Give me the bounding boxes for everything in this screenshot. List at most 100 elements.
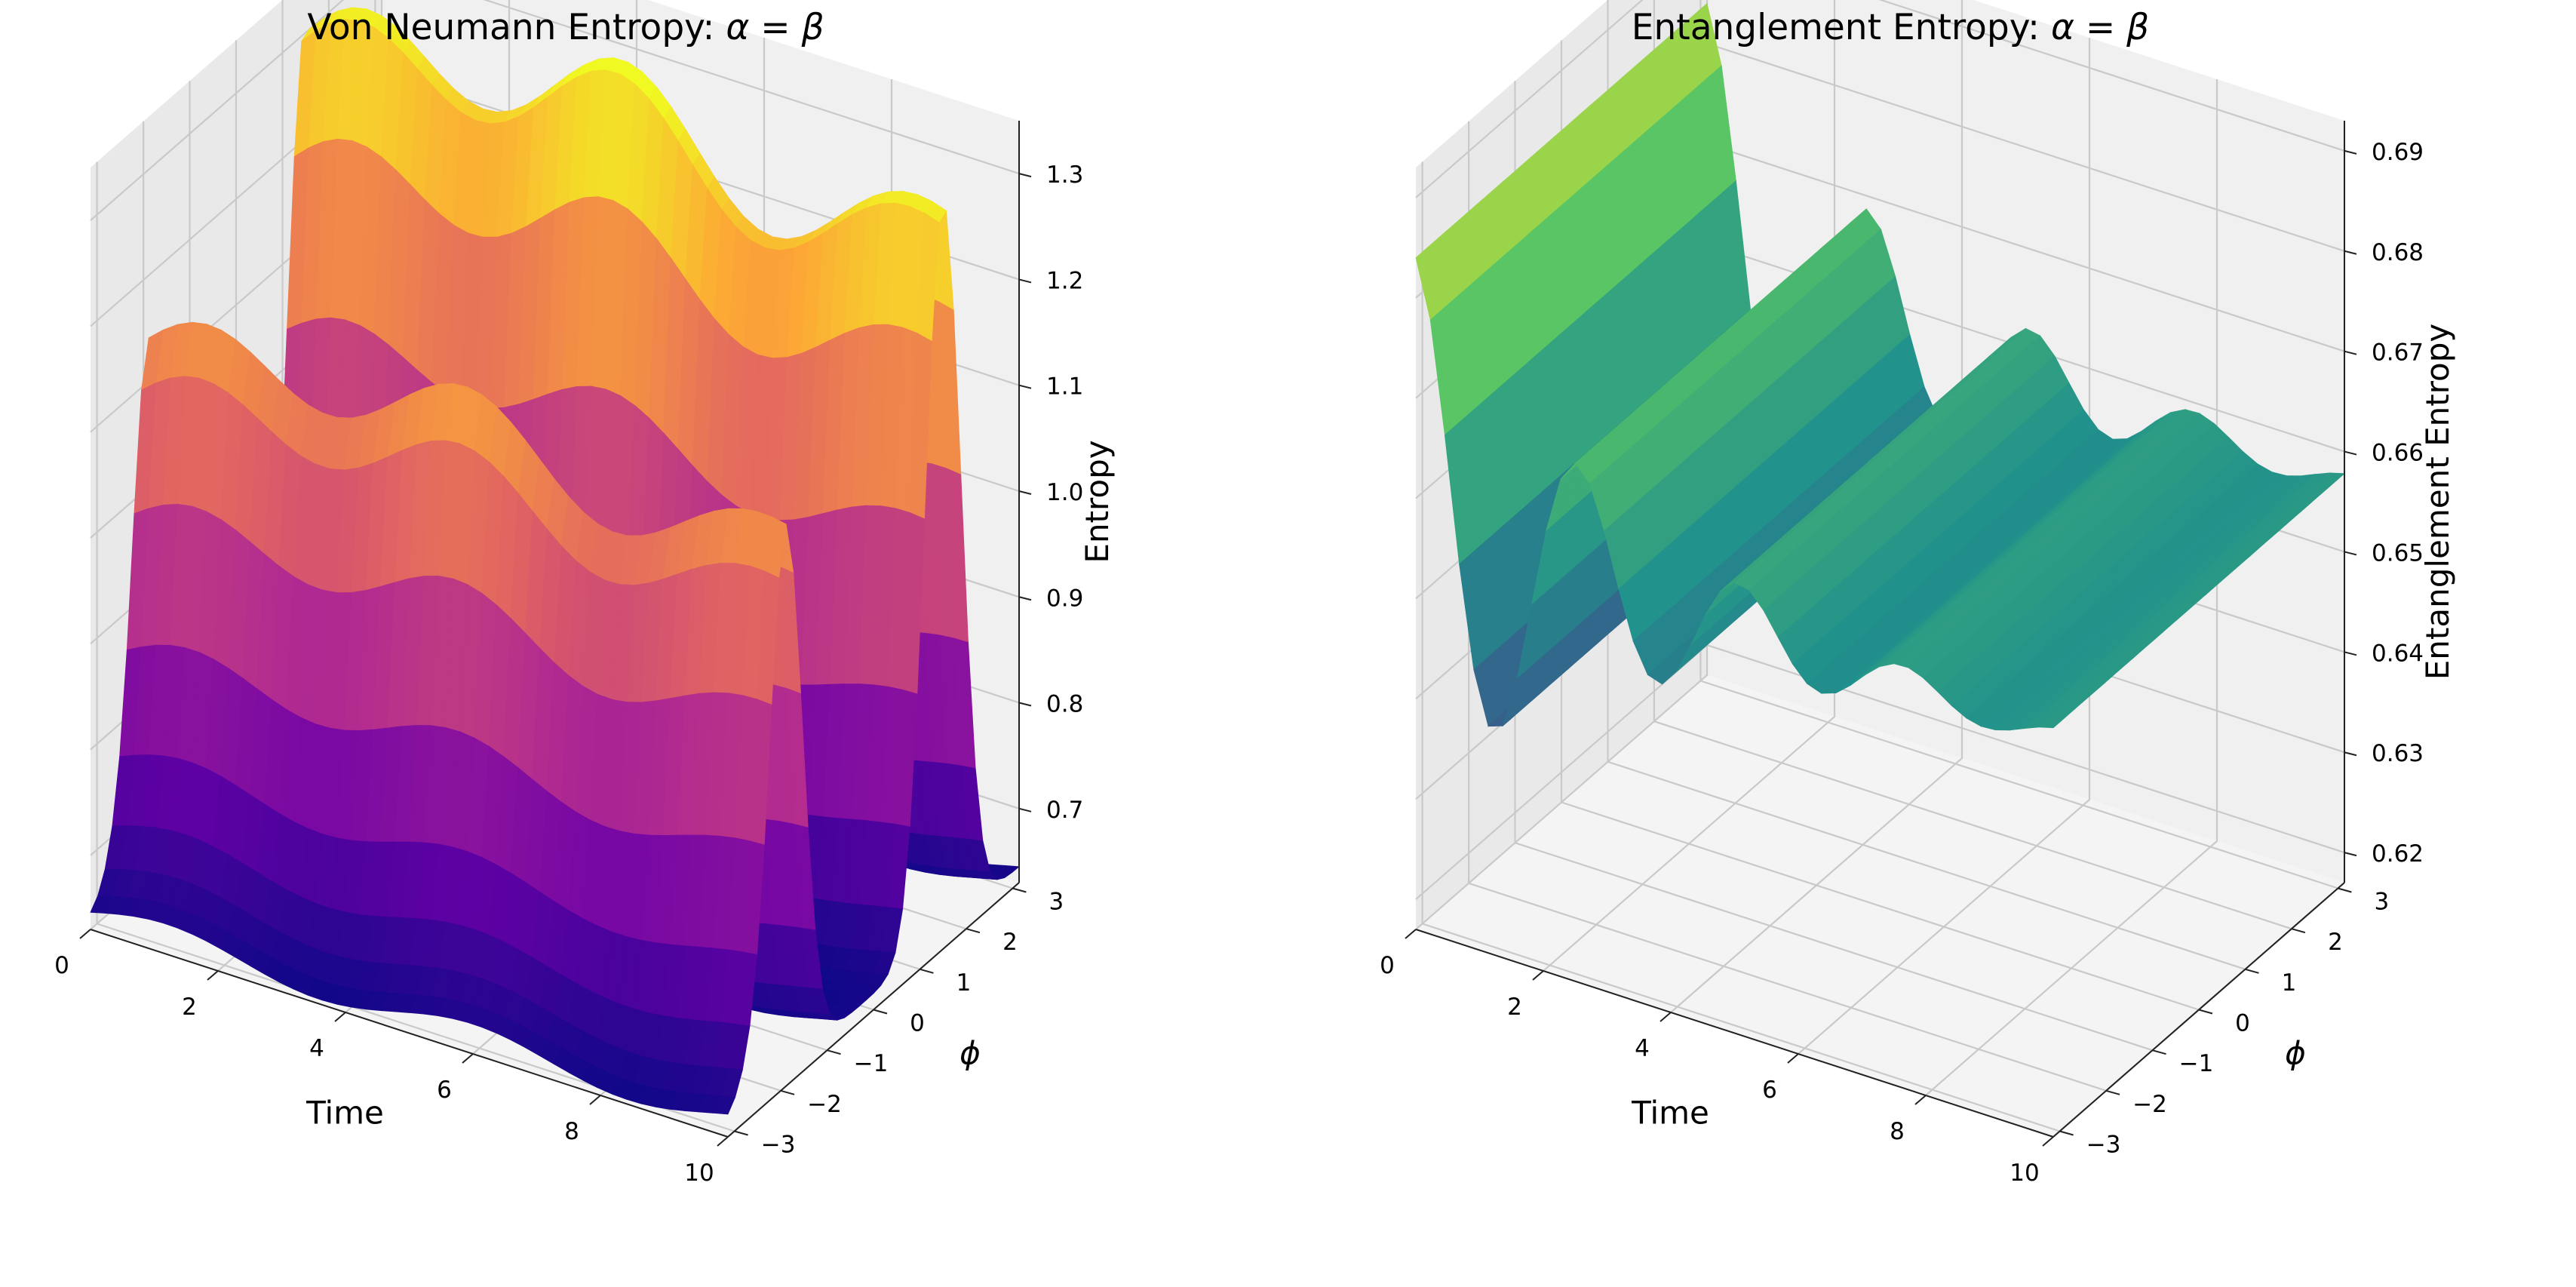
y-tick-label: 1 [2282, 969, 2297, 997]
x-tick-label: 0 [54, 952, 69, 979]
z-tick-mark [1018, 702, 1032, 707]
y-tick-mark [966, 928, 981, 934]
y-tick-mark [2338, 887, 2352, 893]
y-tick-label: 1 [956, 969, 972, 997]
y-tick-label: 0 [2235, 1010, 2250, 1037]
y-axis-label: ϕ [959, 1035, 981, 1072]
z-tick-label: 1.2 [1046, 267, 1083, 294]
x-tick-label: 8 [564, 1118, 579, 1145]
y-tick-label: 2 [1002, 929, 1018, 956]
von-neumann-entropy-panel: 0 2 4 6 8 10 −3 −2 −1 0 1 2 3 0.7 0.8 0.9 1.0 1.1 1.2 1.3 Ti… [54, 0, 1116, 1187]
y-tick-label: 2 [2328, 929, 2343, 956]
surface-patch [2037, 720, 2062, 729]
x-tick-label: 0 [1380, 952, 1395, 979]
y-tick-mark [2291, 928, 2306, 934]
y-tick-mark [920, 968, 934, 974]
x-tick-label: 8 [1890, 1118, 1905, 1145]
y-gridline [96, 161, 735, 1132]
y-tick-mark [2198, 1009, 2213, 1015]
y-tick-label: −3 [761, 1131, 796, 1158]
x-tick-label: 10 [2010, 1160, 2039, 1187]
x-tick-mark [1787, 1053, 1799, 1064]
z-tick-label: 1.3 [1046, 161, 1083, 189]
chart-title-math: α = β [726, 7, 824, 48]
x-tick-label: 6 [1762, 1077, 1777, 1104]
x-tick-mark [79, 929, 91, 939]
y-tick-mark [2245, 968, 2259, 974]
z-tick-mark [1018, 490, 1032, 495]
x-tick-label: 10 [684, 1160, 714, 1187]
x-gridline [1925, 79, 2218, 1096]
surface [90, 7, 1021, 1115]
x-tick-label: 4 [309, 1035, 324, 1062]
y-tick-label: −1 [854, 1050, 889, 1077]
x-tick-mark [1914, 1095, 1927, 1105]
z-tick-mark [1018, 807, 1032, 812]
z-tick-mark [2344, 350, 2357, 355]
chart-title: Entanglement Entropy: α = β [1632, 7, 2149, 48]
x-tick-mark [1532, 970, 1544, 981]
z-tick-mark [2344, 751, 2357, 757]
z-gridline [1415, 0, 2345, 198]
z-tick-mark [1018, 596, 1032, 601]
x-tick-mark [334, 1012, 346, 1022]
x-tick-mark [462, 1053, 474, 1064]
y-tick-mark [1012, 887, 1027, 893]
z-tick-label: 0.67 [2372, 339, 2424, 367]
z-tick-label: 0.68 [2372, 239, 2424, 266]
x-axis-label: Time [305, 1095, 384, 1132]
x-tick-mark [207, 970, 219, 981]
z-tick-label: 0.65 [2372, 539, 2424, 567]
z-tick-mark [2344, 450, 2357, 456]
y-tick-label: −1 [2179, 1050, 2214, 1077]
y-tick-mark [2059, 1130, 2074, 1136]
z-tick-mark [1018, 278, 1032, 284]
z-tick-mark [1018, 173, 1032, 178]
y-tick-label: −2 [2132, 1091, 2167, 1118]
x-gridline [1798, 38, 2091, 1055]
z-tick-label: 0.66 [2372, 440, 2424, 467]
entanglement-entropy-panel: 0 2 4 6 8 10 −3 −2 −1 0 1 2 3 0.62 0.63 0.64 0.65 0.66 0.6… [1380, 0, 2456, 1187]
y-tick-mark [873, 1009, 888, 1015]
x-axis-line [1415, 929, 2054, 1138]
z-tick-mark [2344, 149, 2357, 155]
chart-title-math: α = β [2051, 7, 2149, 48]
y-tick-mark [827, 1049, 841, 1055]
z-tick-mark [2344, 551, 2357, 556]
z-tick-label: 0.7 [1046, 797, 1083, 824]
chart-title-text: Entanglement Entropy: [1632, 7, 2051, 48]
x-axis-line [90, 929, 729, 1138]
y-tick-label: −3 [2086, 1131, 2121, 1158]
surface [1415, 2, 2346, 731]
y-axis-label: ϕ [2285, 1035, 2306, 1072]
x-tick-mark [717, 1136, 729, 1147]
y-gridline [1421, 161, 2060, 1132]
z-tick-label: 0.63 [2372, 740, 2424, 767]
y-tick-label: 3 [2375, 889, 2390, 916]
z-axis-label: Entanglement Entropy [2419, 324, 2456, 680]
y-tick-label: −2 [807, 1091, 842, 1118]
x-gridline [1543, 0, 1836, 972]
y-tick-label: 0 [910, 1010, 925, 1037]
x-tick-mark [589, 1095, 601, 1105]
x-tick-mark [1405, 929, 1417, 939]
z-tick-label: 0.8 [1046, 691, 1083, 718]
z-tick-label: 0.62 [2372, 840, 2424, 868]
y-tick-mark [734, 1130, 748, 1136]
z-tick-label: 0.9 [1046, 585, 1083, 612]
z-tick-label: 1.0 [1046, 479, 1083, 506]
y-tick-mark [2152, 1049, 2166, 1055]
z-tick-mark [2344, 250, 2357, 255]
y-tick-mark [2105, 1089, 2120, 1095]
y-tick-label: 3 [1049, 889, 1064, 916]
z-tick-label: 0.64 [2372, 640, 2424, 667]
z-tick-label: 1.1 [1046, 373, 1083, 401]
x-tick-mark [2042, 1136, 2054, 1147]
z-tick-mark [2344, 651, 2357, 656]
z-tick-mark [2344, 852, 2357, 857]
x-tick-label: 2 [182, 994, 197, 1021]
x-tick-label: 6 [437, 1077, 452, 1104]
x-tick-label: 2 [1507, 994, 1522, 1021]
z-tick-label: 0.69 [2372, 139, 2424, 166]
